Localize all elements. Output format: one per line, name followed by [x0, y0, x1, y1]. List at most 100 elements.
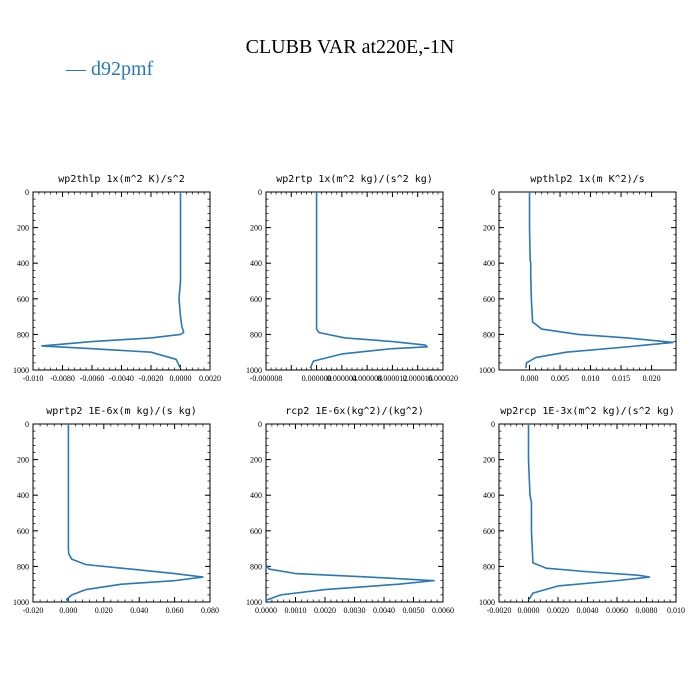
panel-title: rcp2 1E-6x(kg^2)/(kg^2) [285, 406, 423, 417]
plot-frame [32, 191, 211, 371]
x-tick-label: 0.0050 [403, 606, 425, 615]
x-tick-label: 0.0060 [606, 606, 628, 615]
x-tick-label: 0.010 [667, 606, 685, 615]
y-tick-label: 1000 [246, 366, 262, 375]
y-tick-label: 800 [17, 562, 29, 571]
x-tick-label: 0.000 [59, 606, 77, 615]
x-tick-label: 0.040 [130, 606, 148, 615]
x-tick-label: 0.0030 [344, 606, 366, 615]
y-tick-label: 400 [17, 259, 29, 268]
series-line [309, 192, 429, 369]
y-tick-label: 0 [491, 420, 495, 429]
y-tick-label: 200 [483, 224, 495, 233]
chart-panel-6: wp2rcp 1E-3x(m^2 kg)/(s^2 kg) 0 200 400 600 8… [479, 406, 685, 615]
y-tick-label: 400 [483, 491, 495, 500]
y-tick-label: 800 [250, 562, 262, 571]
x-tick-label: 0.000 [521, 374, 539, 383]
y-tick-label: 800 [483, 330, 495, 339]
chart-panel-5: rcp2 1E-6x(kg^2)/(kg^2) 0 200 400 600 800 1000… [246, 406, 454, 615]
x-tick-label: 0.0060 [432, 606, 454, 615]
x-tick-label: 0.0020 [199, 374, 221, 383]
x-tick-label: 0.000008 [352, 374, 382, 383]
x-tick-label: 0.0000 [518, 606, 540, 615]
y-tick-label: 600 [17, 295, 29, 304]
x-tick-label: 0.000016 [403, 374, 433, 383]
x-tick-label: -0.020 [23, 606, 44, 615]
panel-title: wp2thlp 1x(m^2 K)/s^2 [58, 174, 184, 185]
panel-title: wpthlp2 1x(m K^2)/s [530, 174, 644, 185]
series-line [265, 564, 435, 601]
x-tick-label: 0.010 [582, 374, 600, 383]
x-tick-label: -0.000008 [250, 374, 283, 383]
y-tick-label: 200 [250, 224, 262, 233]
x-tick-label: 0.000020 [428, 374, 458, 383]
y-tick-label: 800 [250, 330, 262, 339]
y-tick-label: 600 [17, 527, 29, 536]
plot-frame [32, 423, 211, 603]
y-tick-label: 600 [250, 527, 262, 536]
x-tick-label: 0.020 [643, 374, 661, 383]
y-tick-label: 400 [250, 259, 262, 268]
x-tick-label: 0.0020 [547, 606, 569, 615]
y-tick-label: 200 [17, 224, 29, 233]
x-tick-label: 0.080 [201, 606, 219, 615]
x-tick-label: -0.0060 [80, 374, 105, 383]
x-tick-label: 0.015 [612, 374, 630, 383]
y-tick-label: 1000 [13, 598, 29, 607]
y-tick-label: 0 [258, 188, 262, 197]
y-tick-label: 600 [250, 295, 262, 304]
y-tick-label: 1000 [479, 598, 495, 607]
y-tick-label: 0 [25, 420, 29, 429]
chart-panel-3: wpthlp2 1x(m K^2)/s 0 200 400 600 800 1000 0.00… [479, 174, 677, 383]
chart-panel-1: wp2thlp 1x(m^2 K)/s^202004006008001000-0… [13, 174, 221, 383]
x-tick-label: -0.010 [23, 374, 44, 383]
series-line [41, 192, 185, 369]
x-tick-label: 0.000004 [327, 374, 357, 383]
x-tick-label: -0.0020 [139, 374, 164, 383]
y-tick-label: 800 [483, 562, 495, 571]
y-tick-label: 400 [17, 491, 29, 500]
y-tick-label: 400 [250, 491, 262, 500]
y-tick-label: 400 [483, 259, 495, 268]
x-tick-label: 0.0000 [170, 374, 192, 383]
y-tick-label: 200 [17, 456, 29, 465]
series-line [525, 192, 674, 369]
panel-title: wp2rcp 1E-3x(m^2 kg)/(s^2 kg) [500, 406, 675, 417]
page-title: CLUBB VAR at220E,-1N [245, 36, 455, 58]
x-tick-label: -0.0080 [50, 374, 75, 383]
x-tick-label: 0.0040 [373, 606, 395, 615]
chart-panel-2: wp2rtp 1x(m^2 kg)/(s^2 kg) 0 200 400 600 800 1… [246, 174, 458, 383]
y-tick-label: 1000 [479, 366, 495, 375]
y-tick-label: 200 [483, 456, 495, 465]
x-tick-label: 0.0020 [314, 606, 336, 615]
plot-frame [265, 191, 444, 371]
x-tick-label: -0.0020 [487, 606, 512, 615]
x-tick-label: 0.0080 [636, 606, 658, 615]
y-tick-label: 1000 [13, 366, 29, 375]
plot-frame [498, 423, 677, 603]
y-tick-label: 1000 [246, 598, 262, 607]
x-tick-label: 0.0010 [285, 606, 307, 615]
x-tick-label: 0.000012 [377, 374, 407, 383]
panel-title: wprtp2 1E-6x(m kg)/(s kg) [46, 406, 197, 417]
x-tick-label: 0.0040 [577, 606, 599, 615]
plot-frame [498, 191, 677, 371]
y-tick-label: 800 [17, 330, 29, 339]
x-tick-label: 0.020 [95, 606, 113, 615]
x-tick-label: 0.000000 [302, 374, 332, 383]
y-tick-label: 600 [483, 527, 495, 536]
x-tick-label: 0.0000 [255, 606, 277, 615]
y-tick-label: 0 [491, 188, 495, 197]
y-tick-label: 0 [258, 420, 262, 429]
plot-frame [265, 423, 444, 603]
chart-panel-4: wprtp2 1E-6x(m kg)/(s kg) 0 200 400 600 800 10… [13, 406, 219, 615]
series-line [527, 424, 651, 601]
series-line [65, 424, 204, 603]
x-tick-label: 0.005 [551, 374, 569, 383]
y-tick-label: 600 [483, 295, 495, 304]
x-tick-label: -0.0040 [109, 374, 134, 383]
y-tick-label: 200 [250, 456, 262, 465]
y-tick-label: 0 [25, 188, 29, 197]
x-tick-label: 0.060 [166, 606, 184, 615]
